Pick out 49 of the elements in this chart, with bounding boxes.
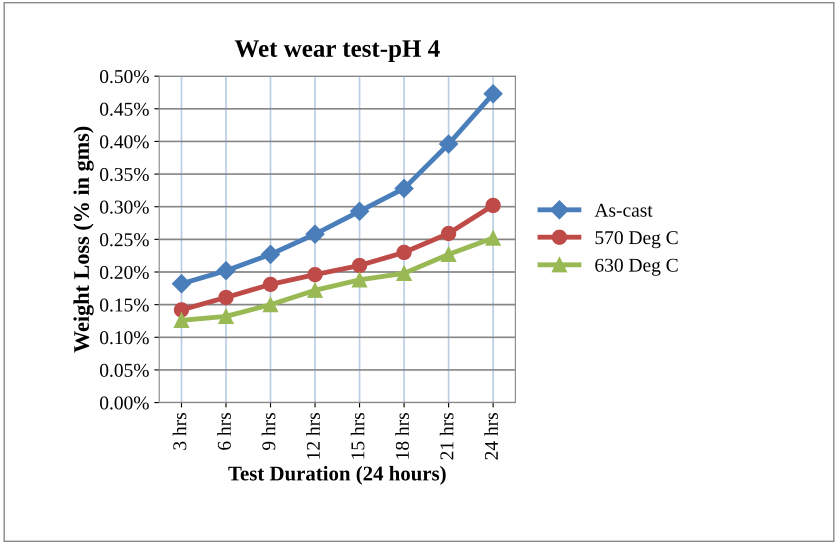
- x-tick-label: 15 hrs: [350, 412, 364, 459]
- point: [396, 266, 412, 281]
- y-tick-label: 0.25%: [100, 233, 149, 246]
- x-tick-label: 24 hrs: [484, 412, 498, 460]
- point: [485, 198, 501, 214]
- point: [394, 178, 414, 198]
- point: [485, 230, 501, 246]
- legend-label: As-cast: [594, 204, 653, 217]
- x-tick-label: 12 hrs: [306, 412, 320, 459]
- y-axis-title: Weight Loss (% in gms): [73, 126, 94, 353]
- point: [352, 258, 368, 274]
- y-tick-label: 0.00%: [100, 396, 149, 410]
- point: [174, 302, 190, 318]
- point: [307, 282, 323, 298]
- point: [172, 274, 192, 294]
- x-tick-label: 9 hrs: [262, 412, 276, 450]
- y-tick-label: 0.30%: [100, 200, 149, 214]
- legend-label: 570 Deg C: [596, 231, 678, 248]
- y-tick-label: 0.50%: [100, 70, 149, 84]
- point: [396, 244, 412, 260]
- point: [440, 226, 456, 242]
- y-tick-label: 0.45%: [100, 102, 149, 116]
- y-tick-label: 0.40%: [100, 135, 149, 148]
- x-tick-label: 21 hrs: [440, 412, 454, 460]
- legend-label: 630 Deg C: [595, 258, 678, 276]
- point: [262, 276, 278, 292]
- y-tick-label: 0.10%: [100, 331, 149, 344]
- point: [260, 244, 280, 264]
- y-tick-label: 0.05%: [100, 364, 149, 377]
- point: [350, 202, 370, 221]
- point: [306, 224, 325, 244]
- point: [352, 272, 368, 288]
- y-tick-label: 0.15%: [100, 298, 149, 312]
- point: [439, 134, 458, 154]
- x-axis-title: Test Duration (24 hours): [228, 466, 446, 485]
- point: [440, 246, 456, 262]
- x-tick-label: 6 hrs: [217, 412, 231, 450]
- x-tick-label: 3 hrs: [172, 412, 186, 450]
- point: [216, 261, 236, 280]
- x-tick-label: 18 hrs: [395, 412, 409, 459]
- y-tick-label: 0.20%: [100, 266, 149, 280]
- point: [218, 308, 234, 324]
- y-tick-label: 0.35%: [100, 168, 149, 182]
- point: [174, 312, 190, 328]
- point: [307, 266, 323, 282]
- point: [218, 290, 234, 306]
- point: [484, 84, 503, 104]
- point: [262, 297, 278, 312]
- chart-title: Wet wear test-pH 4: [234, 40, 440, 62]
